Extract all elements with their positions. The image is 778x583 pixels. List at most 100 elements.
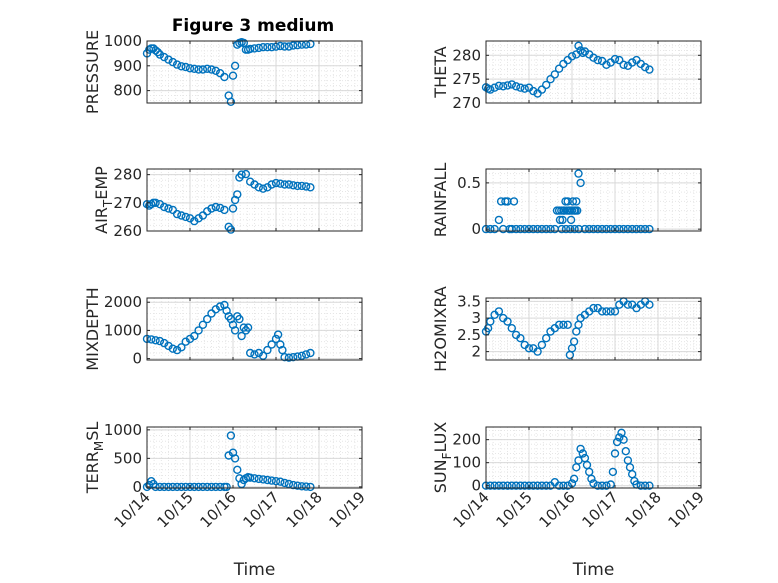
data-point — [250, 474, 259, 483]
y-label-part: SL — [83, 422, 102, 441]
data-point — [524, 344, 534, 353]
data-point — [168, 344, 178, 353]
data-point — [185, 482, 195, 492]
x-tick-label: 10/15 — [154, 488, 197, 531]
y-axis-label: THETA — [431, 46, 450, 98]
y-label-subscript: T — [101, 199, 115, 208]
data-point — [254, 183, 263, 192]
data-point — [569, 337, 579, 346]
y-tick-label: 1000 — [104, 32, 142, 50]
data-point — [177, 211, 186, 220]
data-point — [230, 454, 240, 463]
data-point — [561, 224, 571, 234]
data-point — [276, 179, 285, 188]
data-point — [284, 42, 294, 51]
x-tick-label: 10/18 — [622, 488, 665, 531]
data-point — [278, 345, 287, 355]
data-point — [271, 178, 281, 188]
data-point — [533, 347, 542, 356]
data-point — [490, 224, 499, 234]
data-point — [593, 481, 602, 490]
data-point — [168, 482, 178, 492]
data-point — [516, 334, 525, 343]
data-point — [226, 225, 236, 234]
data-point — [267, 180, 276, 189]
axes-frame — [485, 426, 702, 489]
data-point — [254, 474, 263, 484]
data-point — [569, 474, 579, 483]
data-point — [499, 82, 508, 91]
data-point — [202, 314, 212, 324]
axes-frame — [485, 297, 702, 361]
y-axis-label: H2OMIXRA — [431, 286, 450, 372]
data-point — [215, 302, 225, 311]
data-point — [155, 50, 165, 59]
data-point — [211, 202, 221, 212]
data-point — [554, 481, 564, 490]
data-series — [142, 38, 315, 107]
data-point — [177, 343, 186, 352]
data-point — [566, 215, 576, 225]
data-point — [486, 317, 495, 326]
y-tick-label: 275 — [452, 70, 481, 88]
data-point — [503, 81, 512, 90]
data-point — [533, 481, 542, 490]
data-point — [271, 334, 281, 344]
data-point — [602, 481, 611, 490]
data-point — [602, 60, 611, 70]
y-tick-label: 900 — [113, 57, 142, 75]
data-point — [563, 481, 572, 490]
data-point — [554, 320, 564, 329]
data-point — [222, 482, 231, 492]
data-point — [273, 330, 283, 339]
data-point — [172, 209, 182, 219]
data-point — [623, 224, 633, 234]
data-point — [263, 43, 272, 52]
data-point — [486, 85, 495, 94]
data-point — [276, 477, 285, 486]
data-point — [181, 212, 190, 222]
data-point — [289, 353, 298, 362]
data-point — [520, 481, 529, 490]
y-tick-label: 800 — [113, 82, 142, 100]
data-point — [263, 475, 272, 485]
y-tick-label: 1000 — [104, 421, 142, 439]
axes-frame — [485, 168, 702, 232]
data-point — [172, 60, 182, 69]
y-label-part: LUX — [431, 422, 450, 453]
data-point — [207, 482, 216, 492]
data-point — [524, 481, 534, 490]
data-point — [190, 331, 199, 341]
y-tick-label: 200 — [452, 431, 481, 449]
y-label-part: AIR — [92, 207, 111, 234]
data-point — [293, 181, 302, 191]
data-point — [574, 224, 584, 234]
data-point — [306, 348, 315, 358]
data-point — [555, 215, 565, 225]
data-point — [207, 65, 216, 74]
data-point — [289, 480, 298, 490]
data-point — [293, 481, 302, 490]
data-point — [507, 224, 516, 234]
data-point — [632, 224, 641, 234]
x-tick-label: 10/18 — [283, 488, 326, 531]
data-point — [250, 44, 259, 53]
data-point — [602, 307, 611, 316]
data-point — [615, 224, 624, 234]
data-point — [297, 351, 306, 360]
data-point — [587, 474, 596, 483]
x-tick-label: 10/17 — [240, 488, 283, 531]
data-point — [628, 58, 637, 67]
data-point — [516, 224, 525, 234]
data-point — [237, 170, 246, 179]
data-point — [529, 224, 538, 234]
data-point — [640, 224, 650, 234]
y-label-subscript: M — [92, 441, 106, 451]
data-point — [589, 53, 598, 62]
data-point — [280, 478, 289, 488]
data-point — [207, 309, 216, 318]
data-point — [280, 353, 289, 362]
data-point — [151, 336, 160, 345]
